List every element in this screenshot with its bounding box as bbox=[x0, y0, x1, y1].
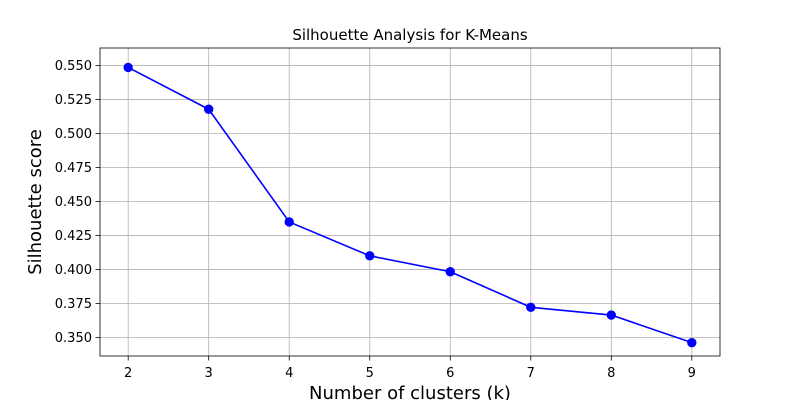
data-point bbox=[204, 104, 214, 114]
x-tick-label: 9 bbox=[688, 366, 696, 381]
y-tick-label: 0.450 bbox=[55, 195, 92, 210]
x-tick-label: 5 bbox=[366, 366, 374, 381]
series-line bbox=[127, 66, 693, 344]
y-tick-label: 0.475 bbox=[55, 161, 92, 176]
x-tick-label: 6 bbox=[446, 366, 454, 381]
chart-title: Silhouette Analysis for K-Means bbox=[292, 26, 528, 44]
data-point bbox=[687, 337, 697, 348]
y-axis-title: Silhouette score bbox=[25, 129, 46, 275]
grid-lines bbox=[100, 48, 720, 356]
y-tick-label: 0.350 bbox=[55, 331, 92, 346]
data-point bbox=[526, 302, 536, 312]
y-tick-label: 0.400 bbox=[55, 263, 92, 278]
x-axis-title: Number of clusters (k) bbox=[309, 383, 511, 400]
data-point bbox=[365, 251, 375, 261]
data-point bbox=[284, 217, 294, 227]
series bbox=[123, 62, 697, 348]
y-tick-label: 0.500 bbox=[55, 127, 92, 142]
axes bbox=[99, 47, 721, 357]
y-tick-label: 0.550 bbox=[55, 59, 92, 74]
x-tick-label: 4 bbox=[285, 366, 293, 381]
y-tick-label: 0.425 bbox=[55, 229, 92, 244]
x-tick-label: 7 bbox=[527, 366, 535, 381]
data-point bbox=[445, 267, 455, 277]
data-point bbox=[606, 310, 616, 320]
x-tick-label: 3 bbox=[205, 366, 213, 381]
y-tick-label: 0.375 bbox=[55, 297, 92, 312]
x-tick-label: 8 bbox=[607, 366, 615, 381]
plot-frame bbox=[99, 47, 721, 357]
ticks: 2 3 4 5 6 7 8 9 0.350 0.375 0.400 0.425 0.450 0.475 0.… bbox=[55, 59, 696, 381]
data-point bbox=[123, 62, 133, 73]
x-tick-label: 2 bbox=[124, 366, 132, 381]
y-tick-label: 0.525 bbox=[55, 93, 92, 108]
